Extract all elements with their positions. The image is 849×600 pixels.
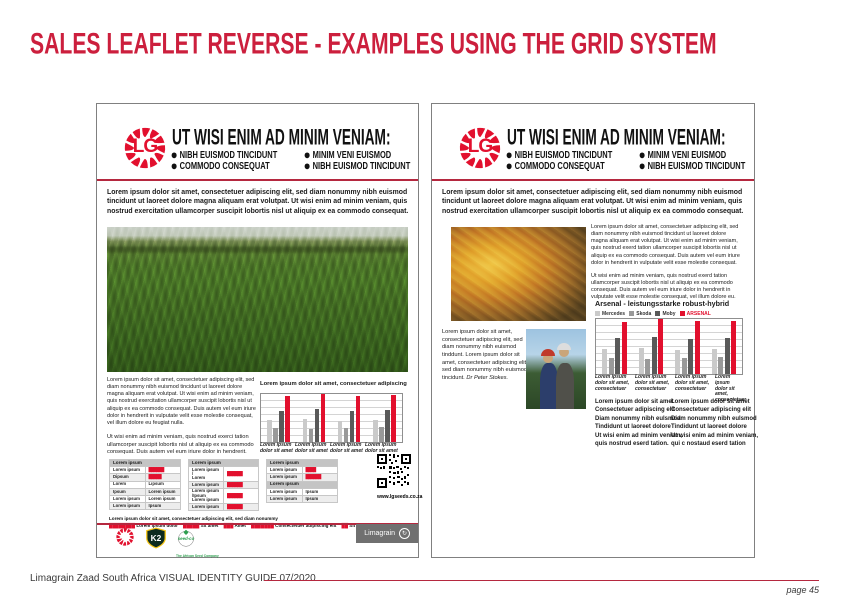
svg-text:seed-co: seed-co bbox=[178, 536, 195, 541]
svg-text:K2: K2 bbox=[151, 533, 162, 543]
